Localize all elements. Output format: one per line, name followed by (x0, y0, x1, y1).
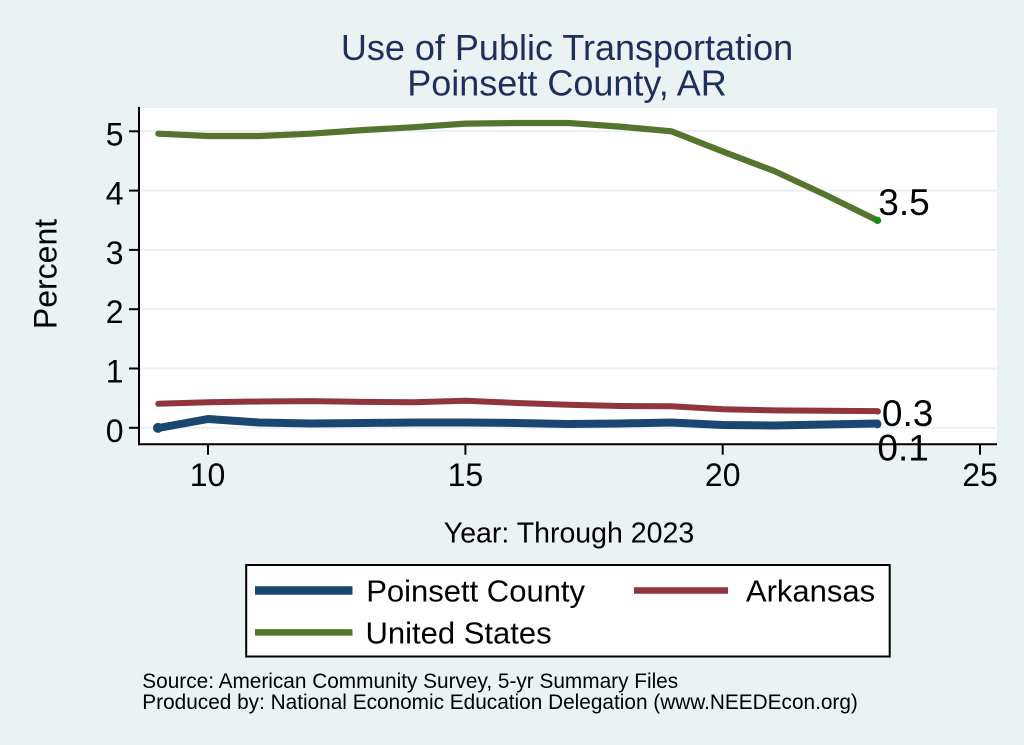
svg-text:2: 2 (106, 294, 124, 330)
svg-text:Percent: Percent (28, 219, 64, 329)
svg-text:Use of Public Transportation: Use of Public Transportation (341, 27, 793, 68)
svg-text:0: 0 (106, 413, 124, 449)
svg-text:Year: Through 2023: Year: Through 2023 (444, 518, 694, 550)
svg-text:10: 10 (190, 457, 226, 493)
svg-text:0.3: 0.3 (882, 393, 933, 434)
svg-text:5: 5 (106, 116, 124, 152)
svg-text:3.5: 3.5 (878, 182, 929, 223)
svg-text:4: 4 (106, 176, 124, 212)
svg-text:20: 20 (705, 457, 741, 493)
svg-text:Source: American Community Sur: Source: American Community Survey, 5-yr … (142, 670, 678, 693)
svg-text:15: 15 (448, 457, 484, 493)
svg-text:25: 25 (962, 457, 998, 493)
svg-text:3: 3 (106, 235, 124, 271)
svg-text:Poinsett County: Poinsett County (366, 574, 585, 609)
svg-text:Produced by: National Economic: Produced by: National Economic Education… (142, 691, 858, 714)
svg-text:Arkansas: Arkansas (746, 574, 875, 609)
svg-text:1: 1 (106, 354, 124, 390)
svg-text:0.1: 0.1 (877, 427, 928, 468)
svg-text:Poinsett County, AR: Poinsett County, AR (407, 63, 727, 104)
svg-text:United States: United States (366, 616, 552, 651)
